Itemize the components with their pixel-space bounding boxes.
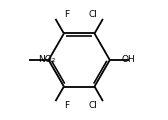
Text: F: F [64,101,69,110]
Text: NO₂: NO₂ [38,55,55,65]
Text: OH: OH [121,55,135,65]
Text: F: F [64,10,69,19]
Text: Cl: Cl [89,10,97,19]
Text: Cl: Cl [89,101,97,110]
